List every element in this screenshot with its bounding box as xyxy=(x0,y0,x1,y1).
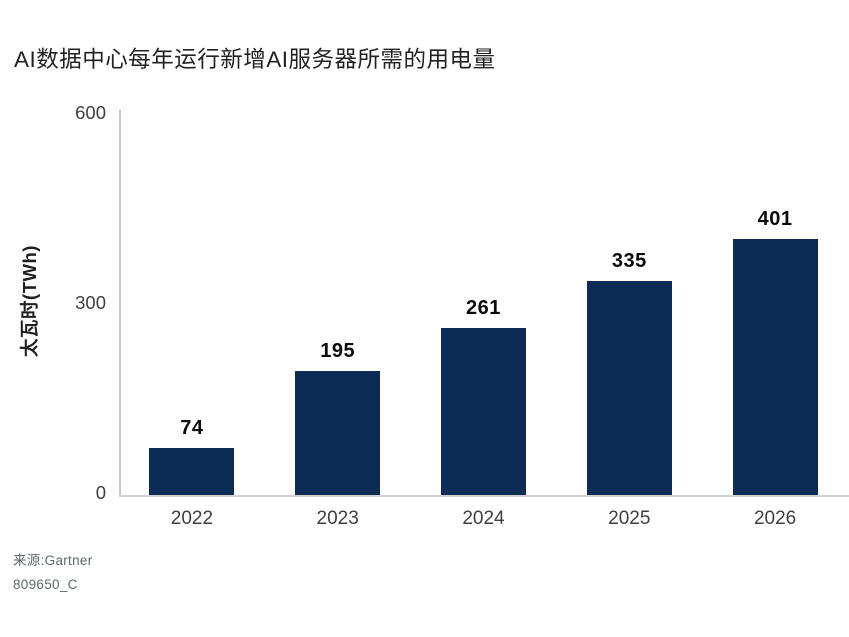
value-label-2026: 401 xyxy=(757,208,793,230)
bar-group-2026: 401 xyxy=(702,208,848,495)
x-axis-tick-labels: 2022 2023 2024 2025 2026 xyxy=(119,508,848,530)
bar-group-2023: 195 xyxy=(265,340,411,495)
source-code: 809650_C xyxy=(13,577,78,592)
x-tick-2022: 2022 xyxy=(170,508,214,529)
value-label-2024: 261 xyxy=(466,297,501,319)
x-tick-2026: 2026 xyxy=(753,508,797,529)
y-axis-line xyxy=(119,110,121,497)
x-axis-line xyxy=(119,495,849,497)
x-tick-2023: 2023 xyxy=(316,508,359,529)
chart-title: AI数据中心每年运行新增AI服务器所需的用电量 xyxy=(14,47,496,72)
bar-2024 xyxy=(440,328,526,495)
source-line: 来源:Gartner xyxy=(13,553,93,568)
x-tick-2024: 2024 xyxy=(462,508,505,529)
bar-2022 xyxy=(149,448,235,495)
value-label-2023: 195 xyxy=(320,340,356,362)
x-tick-2025: 2025 xyxy=(608,508,651,529)
bar-2023 xyxy=(295,371,381,495)
bar-group-2022: 74 xyxy=(119,417,265,495)
source-note: 来源:Gartner 809650_C xyxy=(13,549,93,597)
y-tick-300: 300 xyxy=(75,292,106,313)
bar-2026 xyxy=(732,239,818,495)
bar-group-2025: 335 xyxy=(556,250,702,495)
y-tick-0: 0 xyxy=(95,482,106,503)
bar-group-2024: 261 xyxy=(411,297,557,495)
plot-area: 74 195 261 335 401 xyxy=(119,110,848,495)
value-label-2025: 335 xyxy=(611,250,647,272)
y-tick-600: 600 xyxy=(75,102,106,123)
bar-2025 xyxy=(586,281,672,495)
value-label-2022: 74 xyxy=(180,417,204,439)
